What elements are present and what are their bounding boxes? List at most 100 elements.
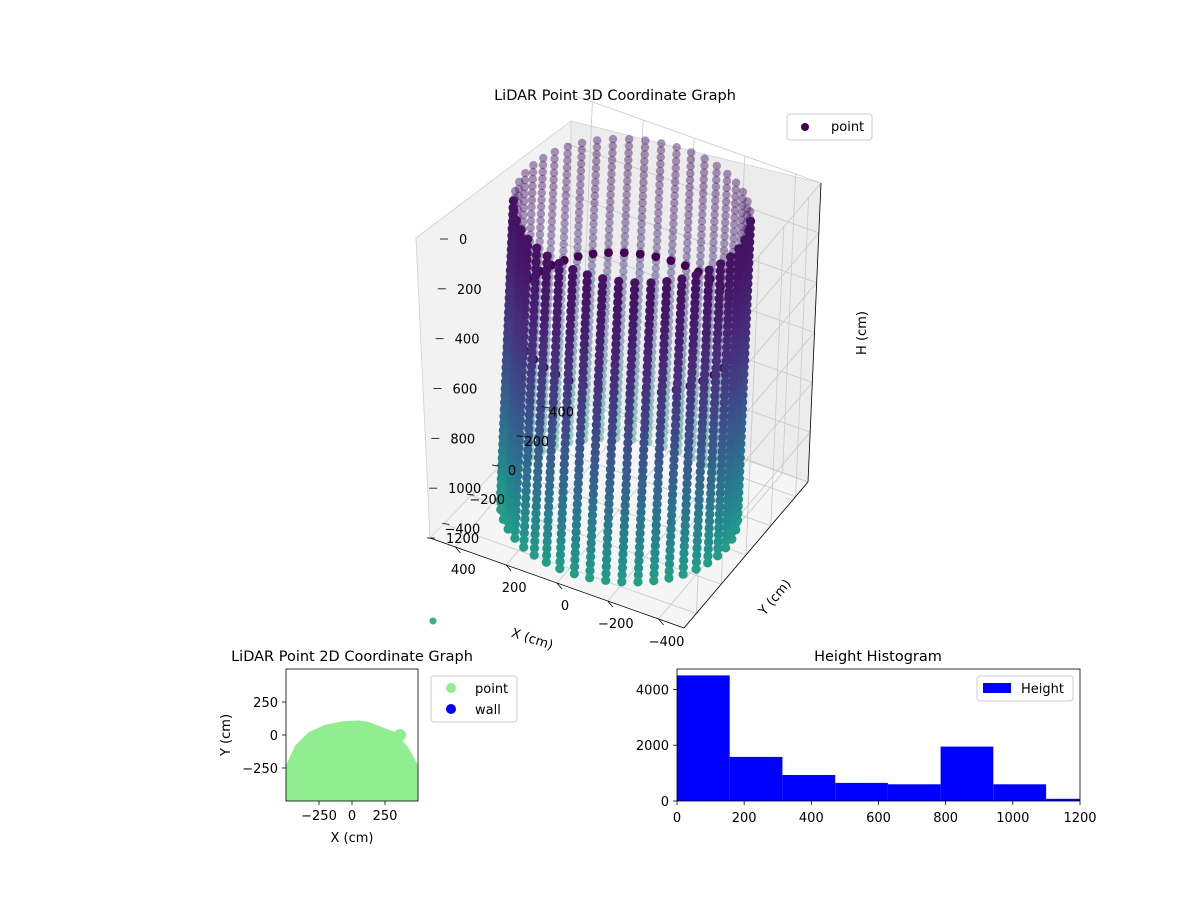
cylinder-point <box>640 143 650 152</box>
cylinder-point <box>542 536 552 547</box>
cylinder-point <box>613 283 623 293</box>
cylinder-point <box>541 557 551 567</box>
ring-point <box>680 261 690 271</box>
cylinder-point <box>722 508 732 518</box>
cylinder-point <box>714 301 724 311</box>
cylinder-point <box>520 189 529 199</box>
cylinder-point <box>709 238 718 247</box>
cylinder-point <box>607 162 616 172</box>
cylinder-point <box>682 479 692 489</box>
cylinder-point <box>623 162 633 172</box>
cylinder-point <box>549 175 558 184</box>
cylinder-point <box>534 432 544 442</box>
cylinder-point <box>612 304 623 314</box>
cylinder-point <box>557 501 568 511</box>
cylinder-point <box>531 264 541 274</box>
cylinder-point <box>720 370 731 380</box>
cylinder-point <box>640 150 649 159</box>
cylinder-point <box>603 527 613 537</box>
cylinder-point <box>704 537 714 547</box>
cylinder-point <box>546 446 556 456</box>
cylinder-point <box>625 396 635 406</box>
hist-y-tick-label-2: 4000 <box>636 683 669 698</box>
cylinder-point <box>562 404 572 414</box>
cylinder-point <box>731 313 741 323</box>
cylinder-point <box>551 335 561 345</box>
cylinder-point <box>619 267 628 276</box>
cylinder-point <box>496 488 506 498</box>
cylinder-point <box>607 422 617 433</box>
cylinder-point <box>524 424 534 434</box>
cylinder-point <box>653 485 663 495</box>
cylinder-point <box>706 488 716 498</box>
cylinder-point <box>618 556 628 566</box>
cylinder-point <box>548 203 557 212</box>
cylinder-point <box>552 307 562 317</box>
cylinder-point <box>587 524 597 534</box>
cylinder-point <box>651 513 662 523</box>
legend-3d: point <box>786 113 873 141</box>
cylinder-point <box>727 390 737 400</box>
cylinder-point <box>559 473 569 483</box>
z-tick-label-2: 400 <box>455 333 480 348</box>
cylinder-point <box>628 320 638 330</box>
x-tick-mark-2 <box>556 582 563 590</box>
cylinder-point <box>623 445 633 455</box>
cylinder-point <box>708 259 717 268</box>
hist-y-tick-label-1: 2000 <box>636 739 669 754</box>
cylinder-point <box>690 298 700 308</box>
hist-y-tick-label-0: 0 <box>661 795 669 810</box>
cylinder-point <box>551 342 561 352</box>
cylinder-point <box>574 215 583 224</box>
cylinder-point <box>729 227 739 236</box>
ring-point <box>573 252 583 261</box>
cylinder-point <box>561 411 572 421</box>
cylinder-point <box>646 285 656 295</box>
cylinder-point <box>676 288 686 298</box>
cylinder-point <box>716 259 726 269</box>
cylinder-point <box>506 244 516 254</box>
cylinder-point <box>518 352 528 363</box>
cylinder-point <box>539 314 550 324</box>
cylinder-point <box>565 327 575 337</box>
cylinder-point <box>656 159 665 169</box>
cylinder-point <box>693 529 703 539</box>
cylinder-point <box>581 304 591 315</box>
cylinder-point <box>562 163 572 172</box>
cylinder-point <box>709 412 719 422</box>
cylinder-point <box>654 464 664 474</box>
cylinder-point <box>532 243 542 253</box>
cylinder-point <box>531 501 541 511</box>
cylinder-point <box>589 226 598 235</box>
cylinder-point <box>675 316 685 326</box>
cylinder-point <box>691 277 701 287</box>
cylinder-point <box>613 290 623 300</box>
cylinder-point <box>537 369 547 379</box>
cylinder-point <box>521 169 530 178</box>
cylinder-point <box>530 536 540 546</box>
cylinder-point <box>557 522 567 532</box>
cylinder-point <box>531 250 542 260</box>
cylinder-point <box>655 436 665 447</box>
cylinder-point <box>700 154 709 163</box>
cylinder-point <box>589 219 598 228</box>
cylinder-point <box>670 434 680 444</box>
cylinder-point <box>539 335 549 345</box>
cylinder-point <box>746 207 755 216</box>
cylinder-point <box>692 536 702 546</box>
cylinder-point <box>678 569 688 579</box>
point-bump <box>394 729 406 741</box>
cylinder-point <box>591 177 600 187</box>
cylinder-point <box>607 169 616 179</box>
cylinder-point <box>634 542 645 552</box>
cylinder-point <box>706 481 716 492</box>
cylinder-point <box>570 541 581 551</box>
cylinder-point <box>637 226 646 236</box>
cylinder-point <box>720 239 729 248</box>
cylinder-point <box>580 332 590 342</box>
cylinder-point <box>713 544 723 554</box>
cylinder-point <box>520 514 530 524</box>
cylinder-point <box>588 233 598 242</box>
cylinder-point <box>519 325 529 335</box>
y-tick-mark-1 <box>467 493 475 496</box>
